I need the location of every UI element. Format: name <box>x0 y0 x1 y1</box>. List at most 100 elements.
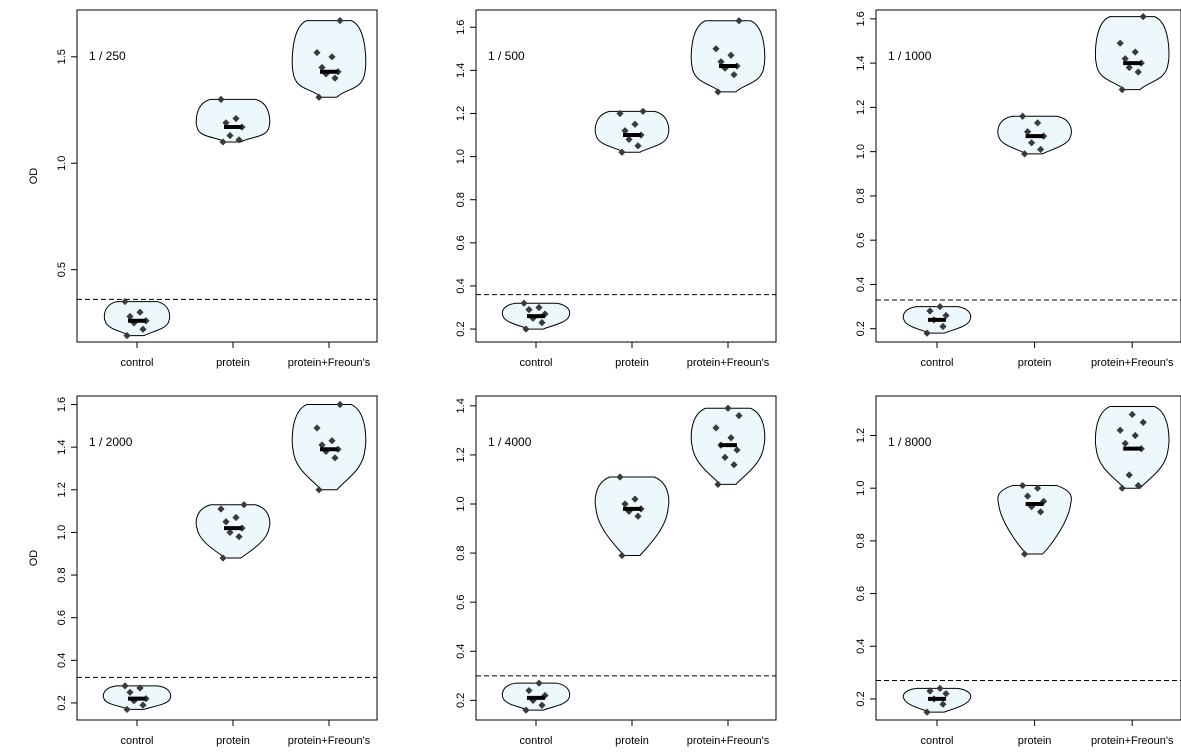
y-tick-label: 0.8 <box>855 188 867 203</box>
data-point <box>313 424 321 432</box>
panel-1: 0.5 1.0 1.5 OD control protein protein+Freoun'… <box>28 9 378 369</box>
data-point <box>130 697 138 705</box>
x-tick-label: protein <box>1018 735 1052 747</box>
data-point <box>331 74 339 82</box>
y-tick-label: 0.2 <box>855 321 867 336</box>
data-point <box>1037 145 1045 154</box>
data-point <box>139 325 147 333</box>
x-tick-label: protein+Freoun's <box>687 735 770 747</box>
y-tick-label: 0.2 <box>455 321 467 336</box>
y-tick-label: 1.2 <box>56 482 68 497</box>
violin <box>195 98 271 143</box>
data-point <box>631 120 639 128</box>
data-point <box>1021 550 1029 558</box>
x-tick-label: protein <box>1018 357 1052 369</box>
x-tick-label: protein+Freoun's <box>288 357 371 369</box>
data-point <box>1139 418 1147 426</box>
data-point <box>1028 139 1036 147</box>
data-point <box>222 119 230 127</box>
data-point <box>318 63 326 72</box>
data-point <box>1021 150 1029 158</box>
y-tick-label: 1.0 <box>855 144 867 159</box>
data-point <box>328 53 336 61</box>
data-point <box>541 310 549 318</box>
data-point <box>926 307 934 315</box>
panel-2: 0.2 0.4 0.6 0.8 1.0 1.2 1.4 1.6 control protein pr… <box>455 9 777 369</box>
data-point <box>1134 68 1142 76</box>
data-point <box>923 329 931 337</box>
y-tick-label: 1.0 <box>855 481 867 496</box>
data-point <box>625 507 633 515</box>
panel-title: 1 / 1000 <box>888 49 932 63</box>
y-tick-label: 0.4 <box>455 278 467 293</box>
panel-title: 1 / 2000 <box>89 435 133 449</box>
violin <box>291 20 367 98</box>
data-point <box>1134 481 1142 490</box>
data-point <box>621 500 629 508</box>
data-point <box>1034 484 1042 492</box>
data-point <box>721 64 729 72</box>
y-tick-label: 1.4 <box>56 440 68 455</box>
x-tick-label: protein+Freoun's <box>1091 357 1174 369</box>
data-point <box>714 88 722 96</box>
data-point <box>538 318 546 327</box>
plot-frame <box>875 9 1181 343</box>
data-point <box>1139 13 1147 21</box>
data-point <box>712 424 720 432</box>
data-point <box>525 306 533 314</box>
y-tick-label: 1.0 <box>56 525 68 540</box>
y-tick-label: 1.4 <box>455 398 467 413</box>
data-point <box>1118 484 1126 492</box>
x-tick-label: protein <box>216 357 250 369</box>
data-point <box>625 135 633 143</box>
data-point <box>232 114 240 123</box>
y-tick-label: 1.0 <box>56 156 68 171</box>
violin <box>103 301 171 337</box>
data-point <box>939 322 947 331</box>
data-point <box>139 701 147 709</box>
data-point <box>1019 112 1027 120</box>
data-point <box>618 148 626 156</box>
data-point <box>222 518 230 526</box>
data-point <box>315 486 323 494</box>
data-point <box>1024 492 1032 500</box>
data-point <box>730 71 738 79</box>
x-tick-label: control <box>120 357 153 369</box>
data-point <box>232 513 240 522</box>
y-tick-label: 0.8 <box>56 567 68 582</box>
data-point <box>936 684 944 692</box>
data-point <box>1116 39 1124 47</box>
x-tick-label: control <box>920 357 953 369</box>
y-tick-label: 1.6 <box>455 20 467 35</box>
violin <box>594 110 670 153</box>
data-point <box>130 319 138 327</box>
panel-title: 1 / 4000 <box>488 435 532 449</box>
data-point <box>712 45 720 53</box>
data-point <box>520 299 528 307</box>
y-tick-label: 1.6 <box>56 397 68 412</box>
data-point <box>219 138 227 146</box>
data-point <box>714 480 722 488</box>
y-tick-label: 0.2 <box>855 691 867 706</box>
y-tick-label: 1.0 <box>455 496 467 511</box>
data-point <box>522 325 530 333</box>
data-point <box>219 554 227 562</box>
data-point <box>942 311 950 320</box>
data-point <box>336 400 344 409</box>
violin <box>690 20 766 93</box>
violin <box>291 404 367 491</box>
data-point <box>541 691 549 700</box>
data-point <box>1118 86 1126 94</box>
x-tick-label: protein <box>615 357 649 369</box>
panel-title: 1 / 8000 <box>888 435 932 449</box>
data-point <box>525 686 533 695</box>
y-tick-label: 0.4 <box>56 653 68 668</box>
data-point <box>136 684 144 692</box>
violin <box>594 476 670 557</box>
data-point <box>735 17 743 25</box>
y-tick-label: 1.0 <box>455 149 467 164</box>
data-point <box>1128 410 1136 419</box>
data-point <box>529 696 537 704</box>
data-point <box>535 679 543 687</box>
